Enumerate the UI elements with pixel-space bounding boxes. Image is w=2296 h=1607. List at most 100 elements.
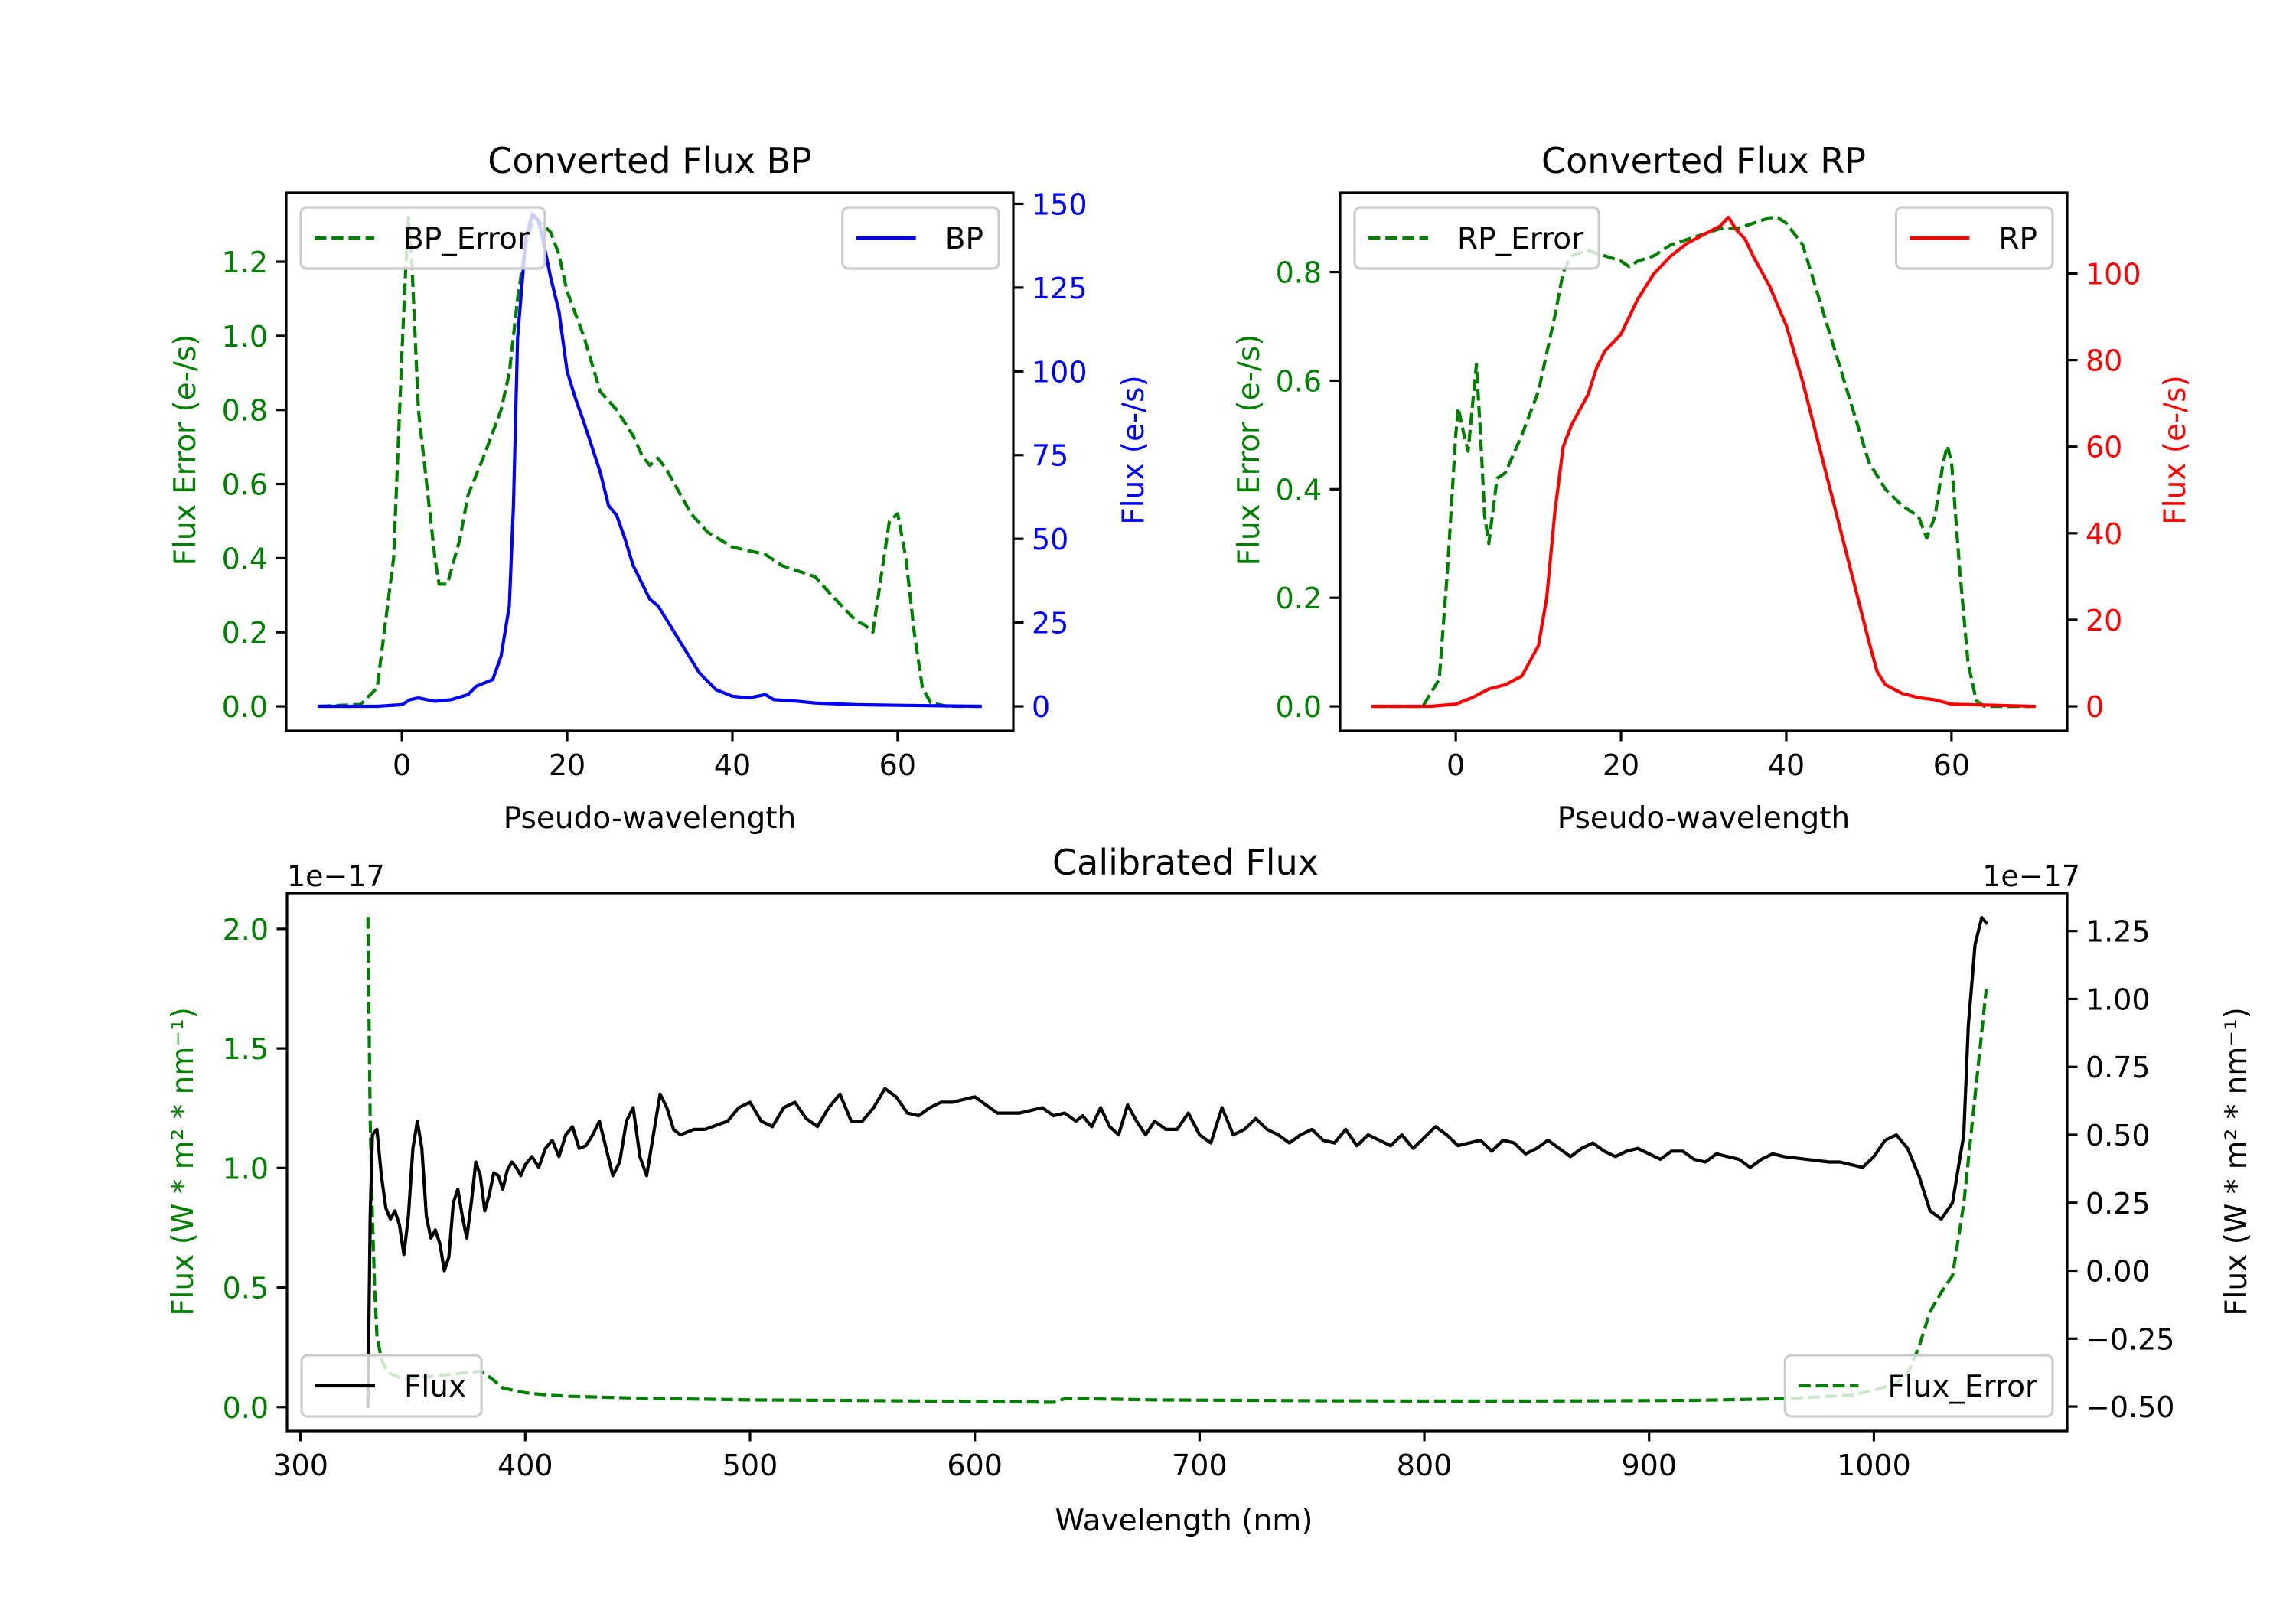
x-axis-label: Pseudo-wavelength [504,801,796,836]
legend-box [299,206,546,270]
y-tick-label-left: 0.2 [222,616,268,650]
x-tick-label: 40 [714,748,751,782]
series-line-rp [1371,215,2036,709]
y-axis-label-left: Flux (W * m² * nm⁻¹) [166,1007,201,1316]
x-tick-label: 20 [1603,748,1639,782]
y-tick-label-left: 0.8 [1276,256,1322,290]
x-tick-label: 40 [1768,748,1805,782]
legend-label: RP [1998,222,2037,256]
y-tick-label-left: 0.0 [1276,690,1322,724]
y-tick-label-right: 0.00 [2086,1255,2151,1289]
legend-box [1894,206,2054,270]
y-tick-label-right: 25 [1032,607,1068,641]
y-tick-label-right: −0.50 [2086,1390,2174,1424]
x-tick-label: 60 [1933,748,1970,782]
legend-flux-error: Flux_Error [1783,1354,2054,1418]
y-tick-label-right: 0.75 [2086,1051,2151,1084]
panel-converted-flux-bp: Converted Flux BP 0 20 40 60 0.0 0.2 0.4 0.6 0.8… [168,140,1151,836]
y-tick-label-left: 1.2 [222,246,268,279]
legend-label: RP_Error [1457,222,1584,256]
x-tick-label: 0 [393,748,411,782]
legend-rp-error: RP_Error [1353,206,1600,270]
y-tick-label-left: 0.8 [222,394,268,428]
panel-converted-flux-rp: Converted Flux RP 0 20 40 60 0.0 0.2 0.4 0.6 0.8… [1232,140,2193,836]
x-tick-label: 600 [947,1449,1003,1482]
legend-label: Flux [404,1370,466,1404]
y-tick-label-right: 100 [1032,355,1088,389]
y-tick-label-right: 20 [2086,604,2122,637]
series-group [318,212,982,709]
legend-box [1783,1354,2054,1418]
y-tick-label-right: 40 [2086,517,2122,551]
legend-label: Flux_Error [1887,1370,2038,1404]
y-tick-label-right: 1.00 [2086,983,2151,1016]
y-axis-label-right: Flux (e-/s) [2158,375,2193,524]
legend-box [841,206,1000,270]
legend-flux: Flux [300,1354,483,1418]
y-tick-label-right: 75 [1032,439,1068,473]
legend-box [300,1354,483,1418]
y-tick-label-left: 0.4 [222,542,268,575]
plot-area: 300 400 500 600 700 800 900 1000 0.0 0.5 1.0 1.5 2.0… [223,892,2174,1482]
x-tick-label: 500 [722,1449,778,1482]
series-line-flux [366,915,1989,1409]
y-axis-label-left: Flux Error (e-/s) [1232,334,1267,566]
y-tick-label-left: 2.0 [223,913,269,947]
x-tick-label: 60 [879,748,916,782]
x-axis-label: Wavelength (nm) [1055,1504,1313,1538]
series-group [1371,215,2036,709]
y-tick-label-left: 0.4 [1276,473,1322,507]
y-tick-label-left: 0.0 [222,690,268,724]
chart-title: Converted Flux RP [1541,140,1866,181]
x-tick-label: 700 [1172,1449,1228,1482]
y-tick-label-right: 0.50 [2086,1119,2151,1152]
y-tick-label-right: 100 [2086,257,2141,291]
y-tick-label-right: −0.25 [2086,1322,2174,1356]
panel-calibrated-flux: Calibrated Flux 1e−17 1e−17 300 400 500 600… [166,842,2254,1538]
series-line-rp-error [1373,216,2034,709]
offset-label-right: 1e−17 [1982,859,2080,893]
y-tick-label-left: 1.0 [222,320,268,354]
plot-area: 0 20 40 60 0.0 0.2 0.4 0.6 0.8 1.0 1.2 0 25 50 75 100 12… [222,187,1088,782]
x-tick-label: 900 [1621,1449,1677,1482]
x-tick-label: 400 [497,1449,553,1482]
chart-title: Converted Flux BP [488,140,812,181]
y-tick-label-right: 1.25 [2086,915,2151,949]
y-axis-label-left: Flux Error (e-/s) [168,334,203,566]
axes-frame [285,892,2069,1433]
y-tick-label-left: 0.2 [1276,582,1322,615]
y-axis-label-right: Flux (e-/s) [1117,375,1151,524]
y-tick-label-left: 0.0 [223,1391,269,1425]
offset-label-left: 1e−17 [287,859,385,893]
x-tick-label: 0 [1446,748,1465,782]
y-tick-label-right: 0.25 [2086,1187,2151,1221]
chart-title: Calibrated Flux [1052,842,1319,883]
axes-frame [1339,191,2069,732]
y-axis-label-right: Flux (W * m² * nm⁻¹) [2219,1007,2254,1316]
legend-bp: BP [841,206,1000,270]
y-tick-label-right: 125 [1032,272,1088,305]
series-line-bp [318,212,982,709]
legend-bp-error: BP_Error [299,206,546,270]
x-tick-label: 1000 [1837,1449,1911,1482]
y-tick-label-right: 60 [2086,431,2122,464]
x-tick-label: 300 [272,1449,328,1482]
legend-rp: RP [1894,206,2054,270]
x-tick-label: 20 [549,748,585,782]
legend-box [1353,206,1600,270]
x-tick-label: 800 [1397,1449,1453,1482]
y-tick-label-right: 150 [1032,187,1088,221]
x-axis-label: Pseudo-wavelength [1557,801,1850,836]
axes-frame [285,191,1015,732]
y-tick-label-right: 80 [2086,344,2122,378]
y-tick-label-left: 0.5 [223,1272,269,1305]
y-tick-label-left: 1.0 [223,1152,269,1185]
series-line-bp-error [319,215,980,709]
plot-area: 0 20 40 60 0.0 0.2 0.4 0.6 0.8 0 20 40 60 80 100 RP_Err… [1276,191,2141,782]
y-tick-label-right: 50 [1032,523,1068,556]
y-tick-label-right: 0 [1032,690,1050,724]
legend-label: BP [945,222,983,256]
y-tick-label-left: 1.5 [223,1032,269,1066]
legend-label: BP_Error [403,222,530,256]
